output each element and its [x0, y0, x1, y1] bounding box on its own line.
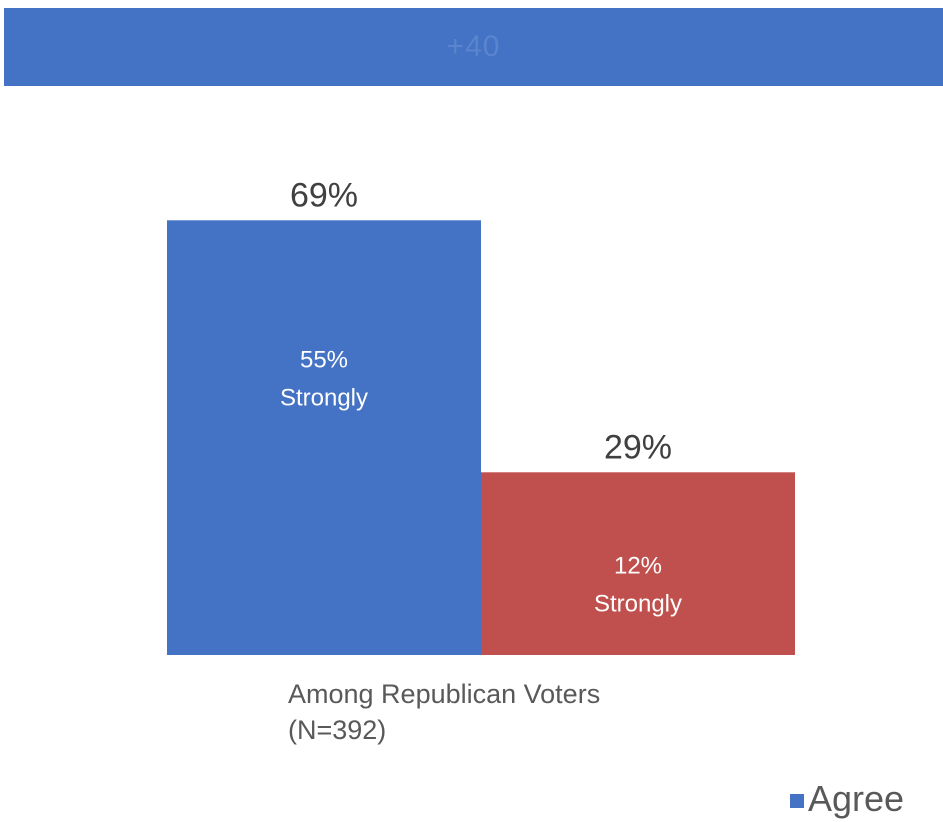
bar-1-value-label: 69%	[290, 176, 358, 214]
legend-label-agree: Agree	[808, 778, 905, 819]
net-difference-banner: +40	[4, 8, 943, 86]
bar-1-inner-value: 55%	[300, 347, 348, 374]
bar-1	[167, 220, 481, 656]
category-label: Among Republican Voters (N=392)	[288, 676, 708, 748]
bar-2-inner-value: 12%	[614, 553, 662, 580]
category-label-line-2: (N=392)	[288, 715, 387, 745]
legend-swatch-agree	[790, 794, 804, 808]
bar-1-inner-text: Strongly	[280, 385, 368, 412]
bar-2-value-label: 29%	[604, 428, 672, 466]
net-difference-text: +40	[446, 30, 501, 63]
bar-2	[481, 472, 795, 655]
bar-2-inner-text: Strongly	[594, 591, 682, 618]
category-label-line-1: Among Republican Voters	[288, 679, 601, 709]
legend: Agree	[790, 778, 904, 820]
